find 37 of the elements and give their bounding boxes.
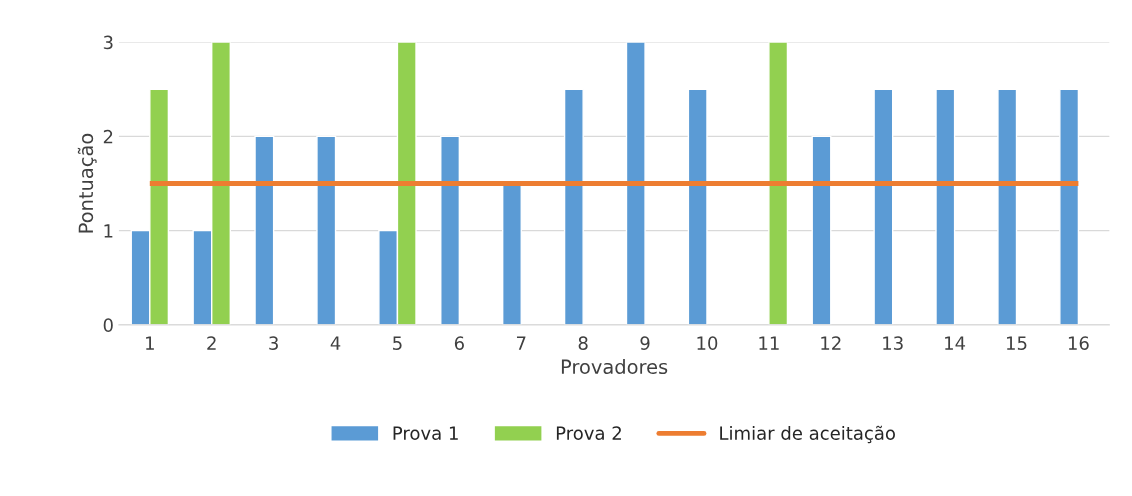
x-tick-label: 9 <box>640 336 650 350</box>
x-tick-label: 15 <box>1007 336 1027 350</box>
y-tick-label: 1 <box>104 224 113 238</box>
bar <box>625 42 646 325</box>
x-tick-label: 4 <box>330 336 341 350</box>
x-tick-label: 8 <box>578 336 588 350</box>
y-tick-label: 0 <box>103 318 113 332</box>
x-tick-label: 14 <box>945 336 966 350</box>
x-tick-label: 6 <box>454 336 464 350</box>
bar <box>997 88 1018 325</box>
x-tick-label: 2 <box>207 336 216 350</box>
bar <box>873 88 894 325</box>
legend-label: Prova 2 <box>556 426 621 440</box>
x-tick-label: 12 <box>821 336 841 350</box>
x-tick-label: 16 <box>1068 336 1089 350</box>
bar <box>935 88 956 325</box>
bar <box>768 42 789 325</box>
bar <box>687 88 708 325</box>
x-tick-label: 7 <box>516 336 526 350</box>
bar <box>316 135 337 325</box>
legend-label: Prova 1 <box>393 426 458 440</box>
x-tick-label: 5 <box>393 336 402 350</box>
x-axis-title: Provadores <box>561 359 668 375</box>
x-tick-label: 3 <box>269 336 278 350</box>
bar <box>1059 88 1080 325</box>
x-tick-label: 11 <box>759 336 779 350</box>
x-tick-label: 1 <box>146 336 154 350</box>
bar <box>811 135 832 325</box>
bar <box>254 135 275 325</box>
x-tick-label: 13 <box>883 336 903 350</box>
y-tick-label: 2 <box>103 129 113 144</box>
y-tick-label: 3 <box>103 35 113 50</box>
bar <box>440 135 461 325</box>
y-axis-title: Pontuação <box>77 133 97 233</box>
legend-label: Limiar de aceitação <box>720 425 895 444</box>
x-tick-label: 10 <box>697 336 718 350</box>
bar <box>563 88 584 325</box>
